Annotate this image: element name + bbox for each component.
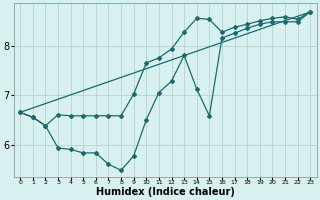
X-axis label: Humidex (Indice chaleur): Humidex (Indice chaleur) xyxy=(96,187,235,197)
